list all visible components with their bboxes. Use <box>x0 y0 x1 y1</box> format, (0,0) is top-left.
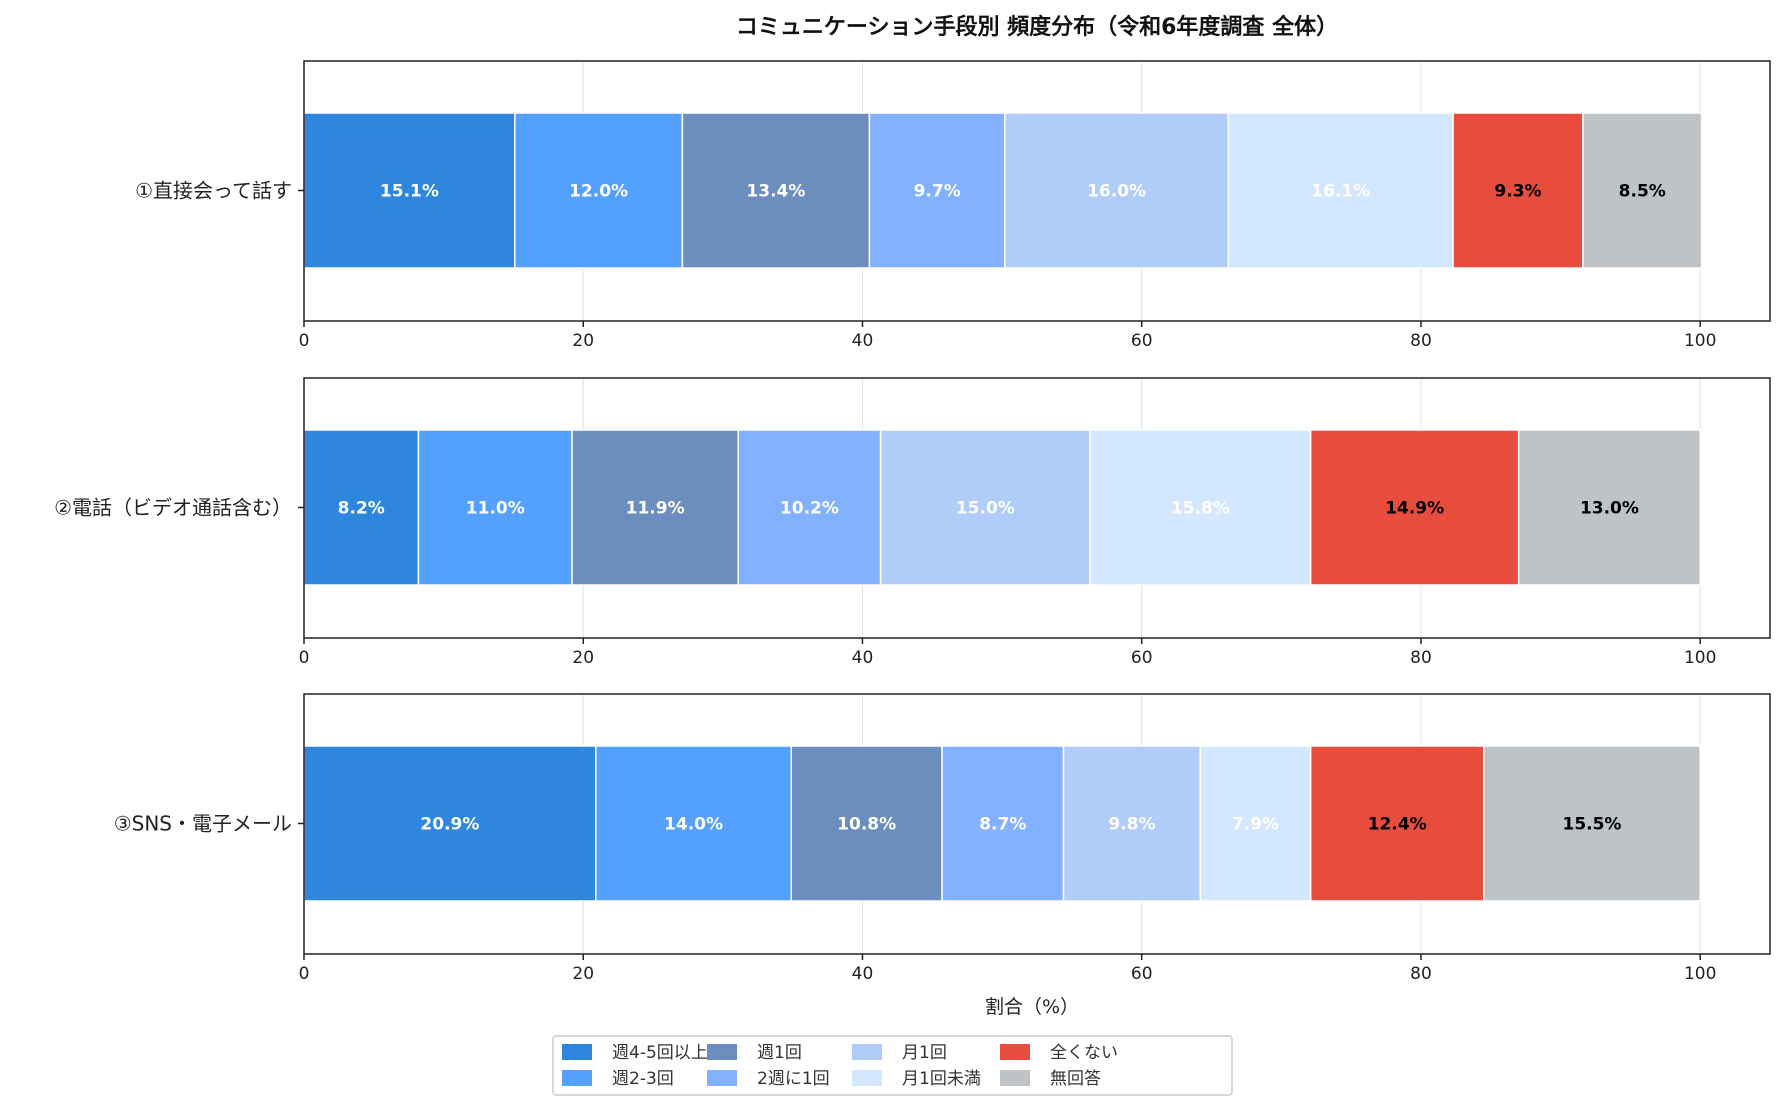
bar-segment <box>1227 112 1454 269</box>
x-tick-label: 100 <box>1684 964 1716 984</box>
data-label: 8.5% <box>1619 182 1666 202</box>
x-tick-label: 0 <box>299 331 310 351</box>
data-label: 15.8% <box>1171 499 1230 519</box>
legend-label: 週1回 <box>757 1043 802 1063</box>
x-tick-label: 40 <box>852 331 874 351</box>
data-label: 13.4% <box>746 182 805 202</box>
x-tick-label: 20 <box>572 964 594 984</box>
legend-label: 週4-5回以上 <box>612 1043 708 1063</box>
bar-segment <box>1004 112 1230 269</box>
bar-segment <box>1062 745 1202 902</box>
data-label: 9.8% <box>1108 815 1155 835</box>
legend-swatch <box>562 1070 592 1086</box>
data-label: 16.0% <box>1087 182 1146 202</box>
bar-segment <box>303 429 420 586</box>
legend-swatch <box>707 1070 737 1086</box>
bar-segment <box>737 429 882 586</box>
data-label: 8.7% <box>979 815 1026 835</box>
bar-segment <box>1089 429 1312 586</box>
data-label: 10.8% <box>837 815 896 835</box>
bar-segment <box>681 112 871 269</box>
x-tick-label: 20 <box>572 331 594 351</box>
bar-segment <box>417 429 573 586</box>
data-label: 11.9% <box>626 499 685 519</box>
bar-segment <box>1309 745 1485 902</box>
data-label: 15.5% <box>1562 815 1621 835</box>
x-tick-label: 40 <box>852 964 874 984</box>
data-label: 12.4% <box>1368 815 1427 835</box>
legend-swatch <box>1000 1044 1030 1060</box>
bar-segment <box>790 745 943 902</box>
data-label: 20.9% <box>420 815 479 835</box>
data-label: 11.0% <box>466 499 525 519</box>
x-tick-label: 80 <box>1410 331 1432 351</box>
data-label: 7.9% <box>1232 815 1279 835</box>
category-label: ②電話（ビデオ通話含む） <box>54 496 292 520</box>
x-tick-label: 20 <box>572 648 594 668</box>
bar-segment <box>1582 112 1703 269</box>
legend-label: 月1回未満 <box>902 1069 981 1089</box>
data-label: 10.2% <box>780 499 839 519</box>
x-tick-label: 100 <box>1684 648 1716 668</box>
legend-swatch <box>1000 1070 1030 1086</box>
x-tick-label: 40 <box>852 648 874 668</box>
bar-segment <box>1483 745 1701 902</box>
x-tick-label: 80 <box>1410 964 1432 984</box>
x-tick-label: 60 <box>1131 648 1153 668</box>
legend-label: 週2-3回 <box>612 1069 674 1089</box>
bar-segment <box>1452 112 1584 269</box>
bar-segment <box>941 745 1065 902</box>
x-tick-label: 100 <box>1684 331 1716 351</box>
data-label: 13.0% <box>1580 499 1639 519</box>
legend-swatch <box>852 1044 882 1060</box>
bar-segment <box>303 112 516 269</box>
data-label: 9.3% <box>1494 182 1541 202</box>
legend-label: 2週に1回 <box>757 1069 830 1089</box>
legend-swatch <box>707 1044 737 1060</box>
data-label: 15.0% <box>956 499 1015 519</box>
data-label: 8.2% <box>338 499 385 519</box>
x-axis-label: 割合（%） <box>985 996 1079 1018</box>
legend-swatch <box>562 1044 592 1060</box>
bar-segment <box>571 429 739 586</box>
category-label: ③SNS・電子メール <box>114 812 292 836</box>
x-tick-label: 0 <box>299 648 310 668</box>
bar-segment <box>868 112 1006 269</box>
data-label: 14.0% <box>664 815 723 835</box>
bar-segment <box>879 429 1091 586</box>
x-tick-label: 0 <box>299 964 310 984</box>
bar-segment <box>303 745 597 902</box>
legend-label: 全くない <box>1050 1043 1118 1063</box>
data-label: 16.1% <box>1311 182 1370 202</box>
chart-title: コミュニケーション手段別 頻度分布（令和6年度調査 全体） <box>736 14 1338 40</box>
legend-label: 月1回 <box>902 1043 947 1063</box>
x-tick-label: 60 <box>1131 331 1153 351</box>
bar-segment <box>1309 429 1520 586</box>
x-tick-label: 60 <box>1131 964 1153 984</box>
data-label: 14.9% <box>1385 499 1444 519</box>
bar-segment <box>1517 429 1701 586</box>
category-label: ①直接会って話す <box>135 179 292 203</box>
legend-swatch <box>852 1070 882 1086</box>
x-tick-label: 80 <box>1410 648 1432 668</box>
data-label: 9.7% <box>914 182 961 202</box>
data-label: 15.1% <box>380 182 439 202</box>
legend-label: 無回答 <box>1050 1069 1101 1089</box>
data-label: 12.0% <box>569 182 628 202</box>
